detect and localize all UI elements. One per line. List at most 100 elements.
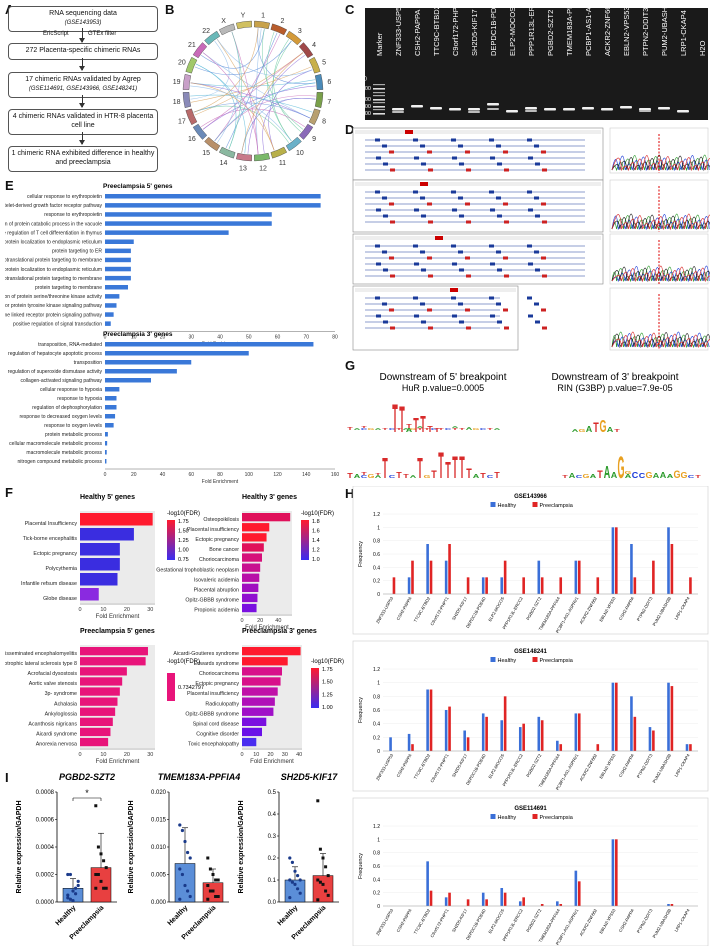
qpcr-bar [174,863,196,903]
fusion-link [202,52,259,154]
significance-star: * [85,788,89,798]
qpcr-point-preeclampsia [326,874,330,878]
freq-bar-preeclampsia [411,744,414,751]
chart-tick-label: 10 [131,335,137,341]
gel-lane-label: DEPDC1B-PDE4D [489,4,498,56]
motif-letter: A [586,424,593,434]
browser-exon [466,168,471,172]
chart-term-label: neg. regulation of platelet-derived grow… [5,203,102,209]
legend-swatch-healthy [490,657,496,662]
qpcr-point-healthy [293,882,297,886]
chart-bar [105,221,272,226]
browser-exon [534,144,539,148]
chart-term-label: Spinal cord disease [193,722,239,728]
freq-chart-frame [352,486,709,635]
chromosome-label: 11 [279,160,286,167]
chromosome-label: 21 [188,42,196,49]
freq-bar-preeclampsia [559,744,563,751]
qpcr-point-healthy [288,896,292,900]
legend-colorbar [311,668,319,708]
chart-bar [105,360,192,365]
panel-label-g: G [345,358,356,373]
chromosome-label: 20 [178,60,186,67]
browser-exon [452,208,457,212]
qpcr-point-healthy [296,874,300,878]
fusion-link [266,31,292,142]
browser-exon [451,296,456,300]
browser-exon [527,190,532,194]
fusion-link [190,94,313,113]
browser-ideogram [355,236,601,240]
freq-bar-healthy [574,560,578,594]
qpcr-point-healthy [296,887,300,891]
chart-x-label: Fold Enrichment [96,759,140,765]
qpcr-point-healthy [180,872,184,877]
fusion-link [202,52,311,119]
chart-term-label: Osteopoikilosis [203,517,239,523]
flow-label-ericscript: EricScript [43,31,69,37]
chart-bar [242,707,274,716]
freq-bar-preeclampsia [596,744,600,751]
browser-exon [382,250,387,254]
motif-letter: T [494,470,500,480]
motif-letter: T [347,472,353,480]
chart-tick-label: 60 [188,472,194,478]
chromosome-label: 17 [178,118,186,125]
freq-bar-healthy [611,527,615,594]
gel-band [506,110,518,113]
chart-term-label: positive regulation of protein catabolic… [5,221,102,227]
chart-bar [242,657,288,666]
chart-bar [80,573,118,586]
legend-label: Healthy [498,503,517,509]
chart-term-label: Opitz-GBBB syndrome [185,711,239,717]
gel-size-tick: 300 [362,97,371,103]
chromosome-segment [182,92,192,109]
fusion-link [247,54,306,154]
motif-letter: G [674,469,681,481]
browser-exon [466,326,471,330]
freq-bar-healthy [444,710,448,751]
chromosome-label: 16 [188,136,196,143]
chart-tick-label: 20 [160,335,166,341]
motif-letter: G [617,449,624,484]
motif-letter: A [625,473,632,480]
browser-exon [414,156,419,160]
gel-size-tick: 200 [362,104,371,110]
chart-x-label: Fold Enrichment [96,614,140,620]
chart-bar [105,432,108,437]
chart-bar [105,303,117,308]
browser-track-frame [352,285,519,351]
freq-bar-healthy [630,544,633,594]
chart-tick-label: 50 [246,335,252,341]
freq-bar-preeclampsia [485,899,488,906]
chart-bar [80,513,153,526]
freq-bar-preeclampsia [540,720,544,751]
chromosome-segment [204,30,221,46]
motif-letter: A [466,427,472,431]
chart-tick-label: 30 [147,607,153,613]
qpcr-y-tick: 0.0000 [36,900,55,906]
chromosome-label: 2 [281,18,285,25]
chart-tick-label: 0 [104,472,107,478]
qpcr-point-preeclampsia [94,804,98,808]
chart-x-label: Fold Enrichment [245,625,289,631]
chart-tick-label: 120 [273,472,282,478]
chart-term-label: transmembrane receptor protein tyrosine … [5,303,102,309]
motif-letter: A [607,426,614,434]
freq-bar-preeclampsia [411,560,414,594]
browser-exon [542,326,547,330]
qpcr-bar [312,875,334,903]
legend-swatch-preeclampsia [532,814,538,819]
chart-term-label: Infantile refsum disease [21,581,77,587]
motif-letter: T [466,465,472,482]
qpcr-point-healthy [76,883,80,888]
fusion-link [190,40,230,100]
chart-term-label: Bone cancer [209,547,239,553]
gel-band [392,108,404,111]
motif-letter: T [392,398,398,442]
chart-bar [105,387,120,392]
browser-exon [389,256,394,260]
gel-ladder-band [373,95,385,97]
motif-letter: C [688,475,694,479]
